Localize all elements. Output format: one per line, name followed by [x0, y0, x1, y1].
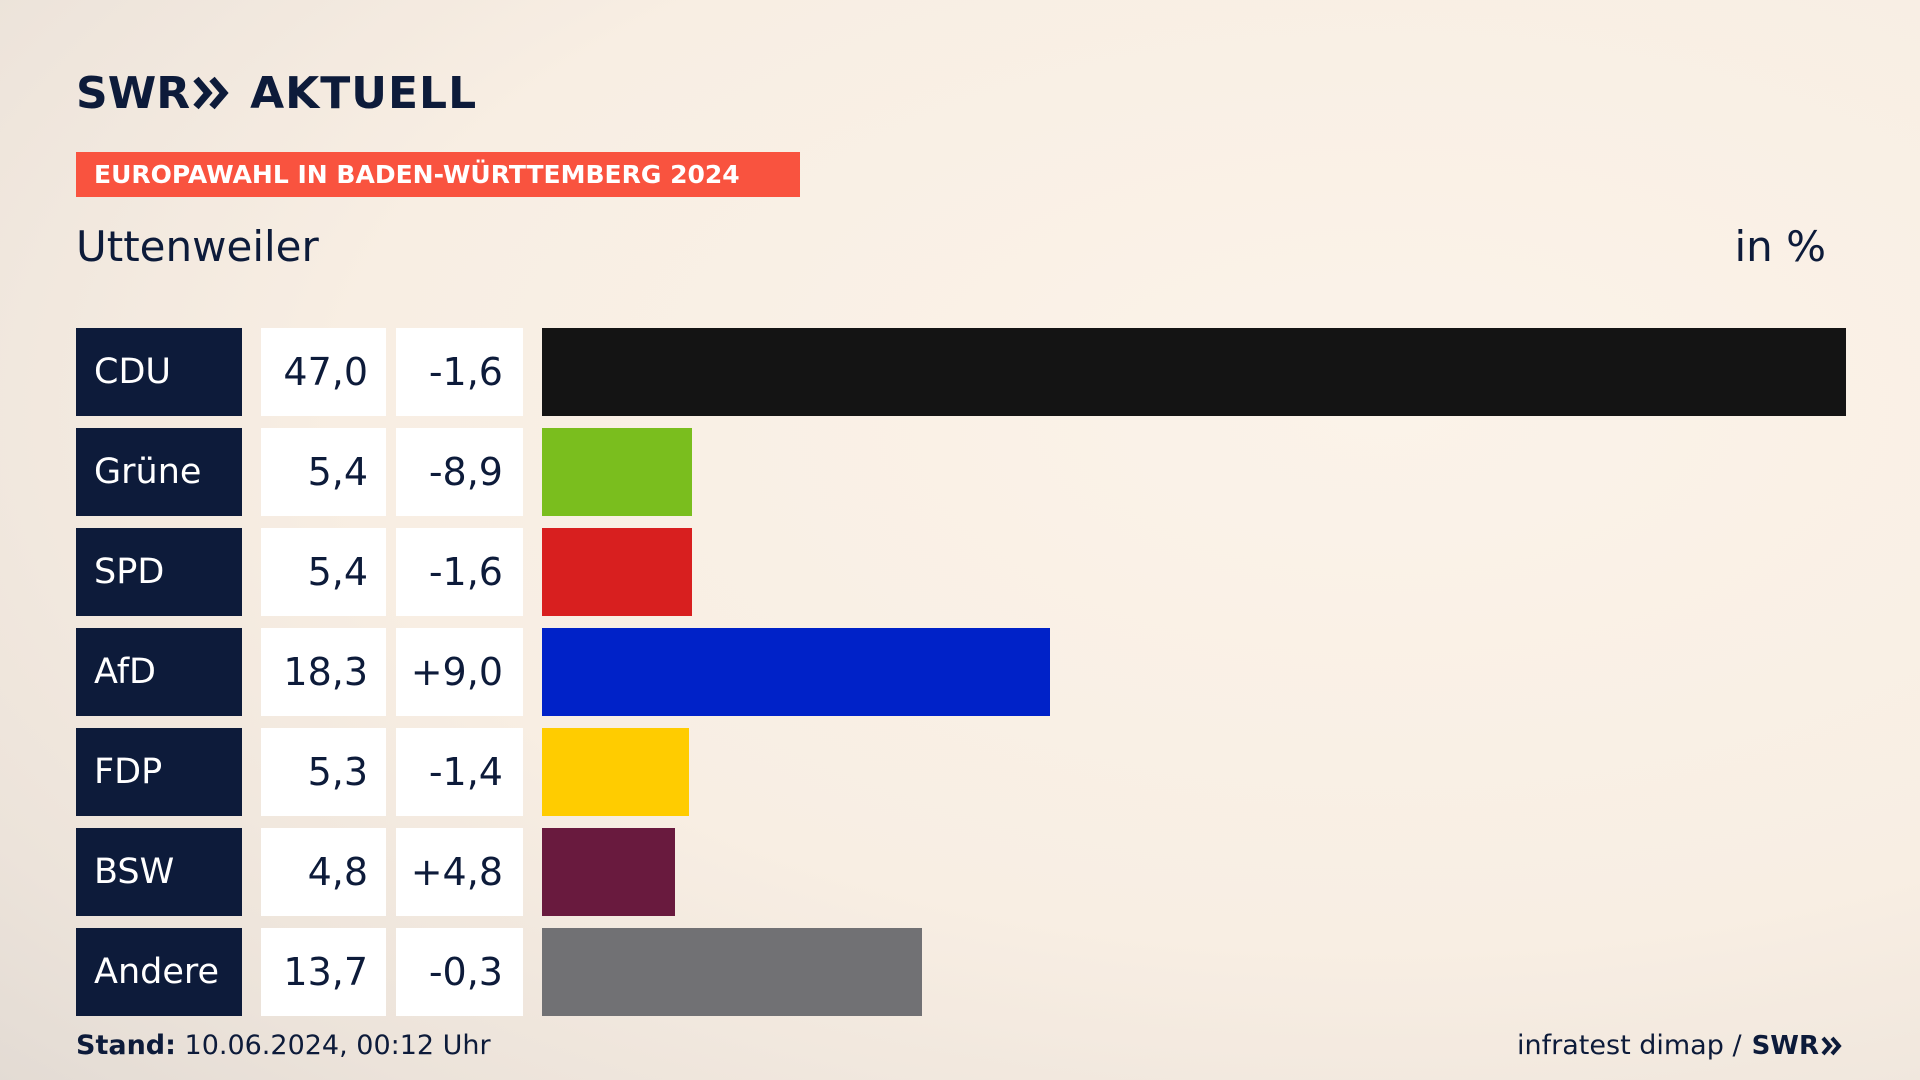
stand-info: Stand: 10.06.2024, 00:12 Uhr: [76, 1030, 491, 1061]
result-bar: [542, 928, 922, 1016]
result-bar: [542, 728, 689, 816]
result-bar: [542, 528, 692, 616]
swr-aktuell-logo: SWR AKTUELL: [76, 66, 477, 120]
stand-label: Stand:: [76, 1030, 176, 1061]
vote-share-label: 4,8: [261, 828, 386, 916]
unit-label: in %: [1734, 222, 1826, 271]
stand-value: 10.06.2024, 00:12 Uhr: [184, 1030, 491, 1061]
result-bar: [542, 328, 1846, 416]
change-label: -1,6: [396, 328, 523, 416]
change-label: -1,6: [396, 528, 523, 616]
logo-swr-text: SWR: [76, 67, 191, 119]
party-label: Grüne: [76, 428, 242, 516]
change-label: +4,8: [396, 828, 523, 916]
party-label: SPD: [76, 528, 242, 616]
result-bar: [542, 428, 692, 516]
party-label: Andere: [76, 928, 242, 1016]
change-label: +9,0: [396, 628, 523, 716]
double-chevron-icon: [193, 76, 229, 110]
vote-share-label: 5,4: [261, 528, 386, 616]
logo-aktuell-text: AKTUELL: [250, 67, 478, 119]
change-label: -1,4: [396, 728, 523, 816]
result-bar: [542, 828, 675, 916]
party-label: BSW: [76, 828, 242, 916]
vote-share-label: 13,7: [261, 928, 386, 1016]
footer-swr-logo-text: SWR: [1751, 1030, 1819, 1061]
vote-share-label: 47,0: [261, 328, 386, 416]
party-label: AfD: [76, 628, 242, 716]
source-text: infratest dimap /: [1517, 1030, 1742, 1061]
vote-share-label: 5,4: [261, 428, 386, 516]
change-label: -8,9: [396, 428, 523, 516]
party-label: CDU: [76, 328, 242, 416]
party-label: FDP: [76, 728, 242, 816]
vote-share-label: 18,3: [261, 628, 386, 716]
result-bar: [542, 628, 1050, 716]
source-info: infratest dimap / SWR: [1517, 1030, 1844, 1061]
change-label: -0,3: [396, 928, 523, 1016]
vote-share-label: 5,3: [261, 728, 386, 816]
election-banner: EUROPAWAHL IN BADEN-WÜRTTEMBERG 2024: [76, 152, 800, 197]
region-title: Uttenweiler: [76, 222, 319, 271]
footer-double-chevron-icon: [1821, 1036, 1842, 1055]
